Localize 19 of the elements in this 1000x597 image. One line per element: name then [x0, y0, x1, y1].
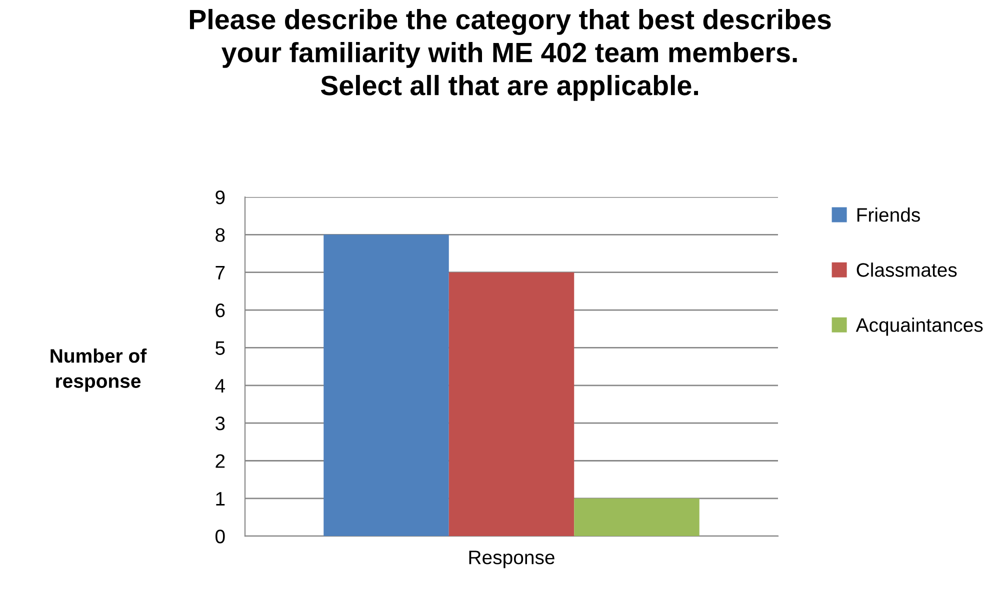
y-tick-label: 2: [216, 454, 225, 468]
legend-label: Acquaintances: [856, 318, 983, 336]
legend-label: Friends: [857, 208, 920, 222]
y-tick-label: 0: [216, 530, 225, 544]
legend-label: Classmates: [856, 262, 957, 277]
y-tick-label: 5: [216, 341, 225, 355]
y-tick-label: 4: [215, 379, 225, 392]
y-axis-title: Number of response: [50, 348, 147, 392]
y-tick-label: 7: [216, 266, 225, 280]
y-tick-label: 6: [216, 304, 225, 318]
bar: [574, 498, 700, 536]
y-tick-label: 1: [216, 492, 225, 506]
bar: [324, 234, 449, 536]
y-tick-label: 9: [216, 190, 225, 204]
y-tick-label: 8: [216, 228, 225, 242]
x-tick-label: Response: [469, 550, 554, 568]
bar: [448, 272, 574, 536]
chart-title: Please describe the category that best describes your familiarity with ME 402 team members. Select all that are applicable.: [190, 8, 831, 101]
y-tick-label: 3: [215, 416, 225, 430]
